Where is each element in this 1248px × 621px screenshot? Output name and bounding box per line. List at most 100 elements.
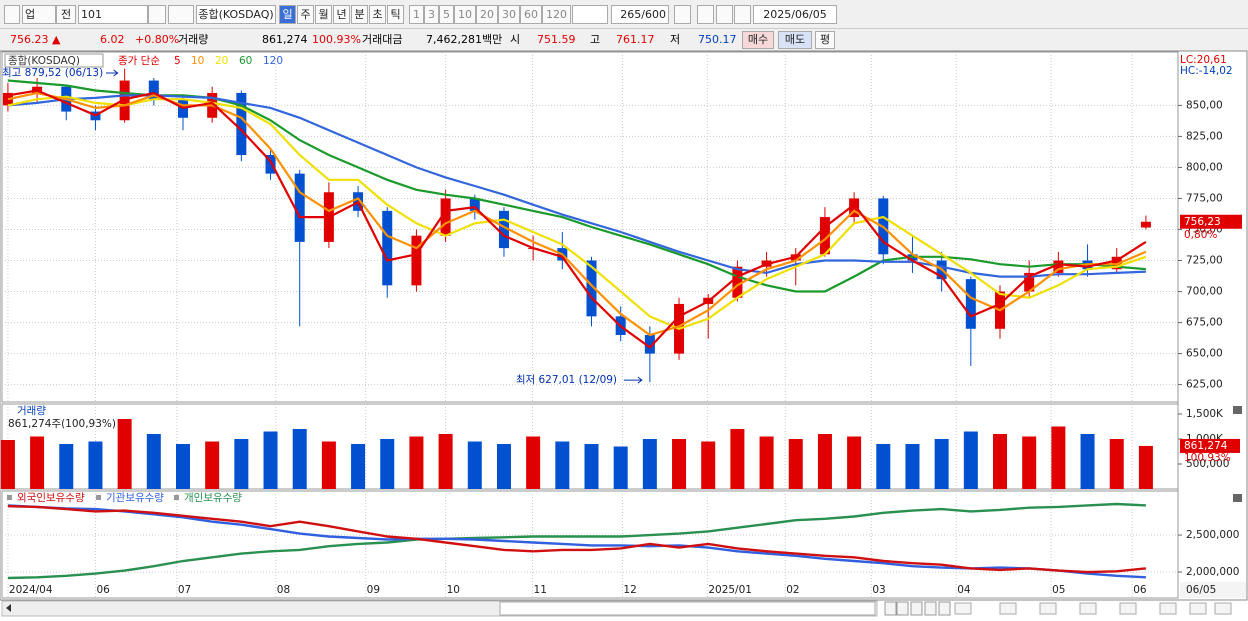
interval-button[interactable]: 20 [476,5,498,24]
period-button[interactable]: 분 [351,5,368,24]
y-tick-label: 675,00 [1186,317,1223,329]
playback-button[interactable] [896,601,909,616]
holding-line [7,504,1146,579]
info-amount: 7,462,281백만 [426,33,503,46]
tool-icon[interactable] [734,5,751,24]
zoom-control[interactable] [1079,602,1097,615]
zoom-control[interactable] [1159,602,1177,615]
period-button[interactable]: 틱 [387,5,404,24]
info-bar: 756.23 ▲ 6.02 +0.80% 거래량 861,274 100.93% 거래대금 7… [0,28,1248,51]
candle-body [586,260,597,317]
candle-body [382,210,393,286]
x-tick-label: 06 [96,584,110,596]
interval-button[interactable]: 3 [424,5,439,24]
candle-body [498,210,509,249]
zoom-control[interactable] [1119,602,1137,615]
volume-bar [59,444,74,489]
volume-subtitle: 861,274주(100,93%) [8,418,116,430]
search[interactable] [148,5,166,24]
volume-bar [1022,436,1037,489]
period-button[interactable]: 주 [297,5,314,24]
candle-body [644,334,655,354]
trade-button[interactable]: 매도 [778,31,812,49]
info-high: 761.17 [616,33,655,46]
interval-button[interactable]: 120 [542,5,571,24]
candle-body [1111,256,1122,270]
volume-bar [584,444,599,489]
tool-icon[interactable] [716,5,733,24]
volume-bar [1080,434,1095,489]
interval-button[interactable]: 30 [498,5,520,24]
y-tick-label: 825,00 [1186,130,1223,142]
playback-button[interactable] [884,601,897,616]
count: 265/600 [611,5,669,24]
tool-icon[interactable] [674,5,691,24]
period-button[interactable]: 년 [333,5,350,24]
candle-body [819,217,830,255]
prev[interactable]: 전 [56,5,76,24]
volume-bar [701,441,716,489]
legend-swatch [7,495,12,500]
y-tick-label: 775,00 [1186,192,1223,204]
candle-body [1024,272,1035,292]
x-tick-label: 2024/04 [9,584,53,596]
sound[interactable] [168,5,194,24]
volume-bar [30,436,45,489]
volume-bar [117,419,132,489]
info-low-label: 저 [670,33,681,46]
zoom-control[interactable] [999,602,1017,615]
date[interactable]: 2025/06/05 [753,5,837,24]
interval-button[interactable]: 10 [454,5,476,24]
zoom-control[interactable] [954,602,972,615]
legend-title: 종합(KOSDAQ) [8,55,80,67]
tool-icon[interactable] [697,5,714,24]
zoom-control[interactable] [1189,602,1207,615]
trade-button[interactable]: 평 [815,31,835,49]
playback-button[interactable] [938,601,951,616]
playback-button[interactable] [924,601,937,616]
legend-entry: 60 [239,55,252,67]
y-tick-label: 850,00 [1186,99,1223,111]
playback-button[interactable] [910,601,923,616]
hc-label: HC:-14,02 [1180,65,1233,77]
legend-entry: 120 [263,55,283,67]
zoom-control[interactable] [1039,602,1057,615]
moving-average [7,89,1147,349]
period-button[interactable]: 초 [369,5,386,24]
volume-bar [788,439,803,489]
x-tick-label: 08 [277,584,290,596]
dropdown[interactable] [572,5,608,24]
last-volume-box [1180,438,1240,453]
last-change-label: 0,80% [1184,229,1217,241]
market[interactable]: 업 [22,5,56,24]
legend-entry: 20 [215,55,228,67]
period-button[interactable]: 월 [315,5,332,24]
x-tick-label: 09 [367,584,380,596]
code[interactable]: 101 [78,5,148,24]
candle-body [411,235,422,286]
y-tick-label: 650,00 [1186,348,1223,360]
interval-button[interactable]: 60 [520,5,542,24]
interval-button[interactable]: 5 [439,5,454,24]
holding-line [7,502,1146,580]
volume-bar [847,436,862,489]
icon[interactable] [4,5,20,24]
candle-body [849,198,860,218]
moving-average [7,94,1146,278]
period-button[interactable]: 일 [279,5,296,24]
annotation-arrow [623,376,643,384]
x-tick-label: 06 [1133,584,1147,596]
interval-button[interactable]: 1 [409,5,424,24]
zoom-control[interactable] [1214,602,1232,615]
candle-body [1140,221,1151,228]
x-tick-label: 07 [178,584,191,596]
volume-bar [876,444,891,489]
volume-bar [409,436,424,489]
trade-button[interactable]: 매수 [742,31,774,49]
holding-line [7,505,1147,574]
y-tick-label: 2,000,000 [1186,566,1239,578]
x-tick-label: 02 [786,584,799,596]
volume-bar [934,439,949,489]
y-tick-label: 2,500,000 [1186,529,1239,541]
legend-swatch [96,495,101,500]
